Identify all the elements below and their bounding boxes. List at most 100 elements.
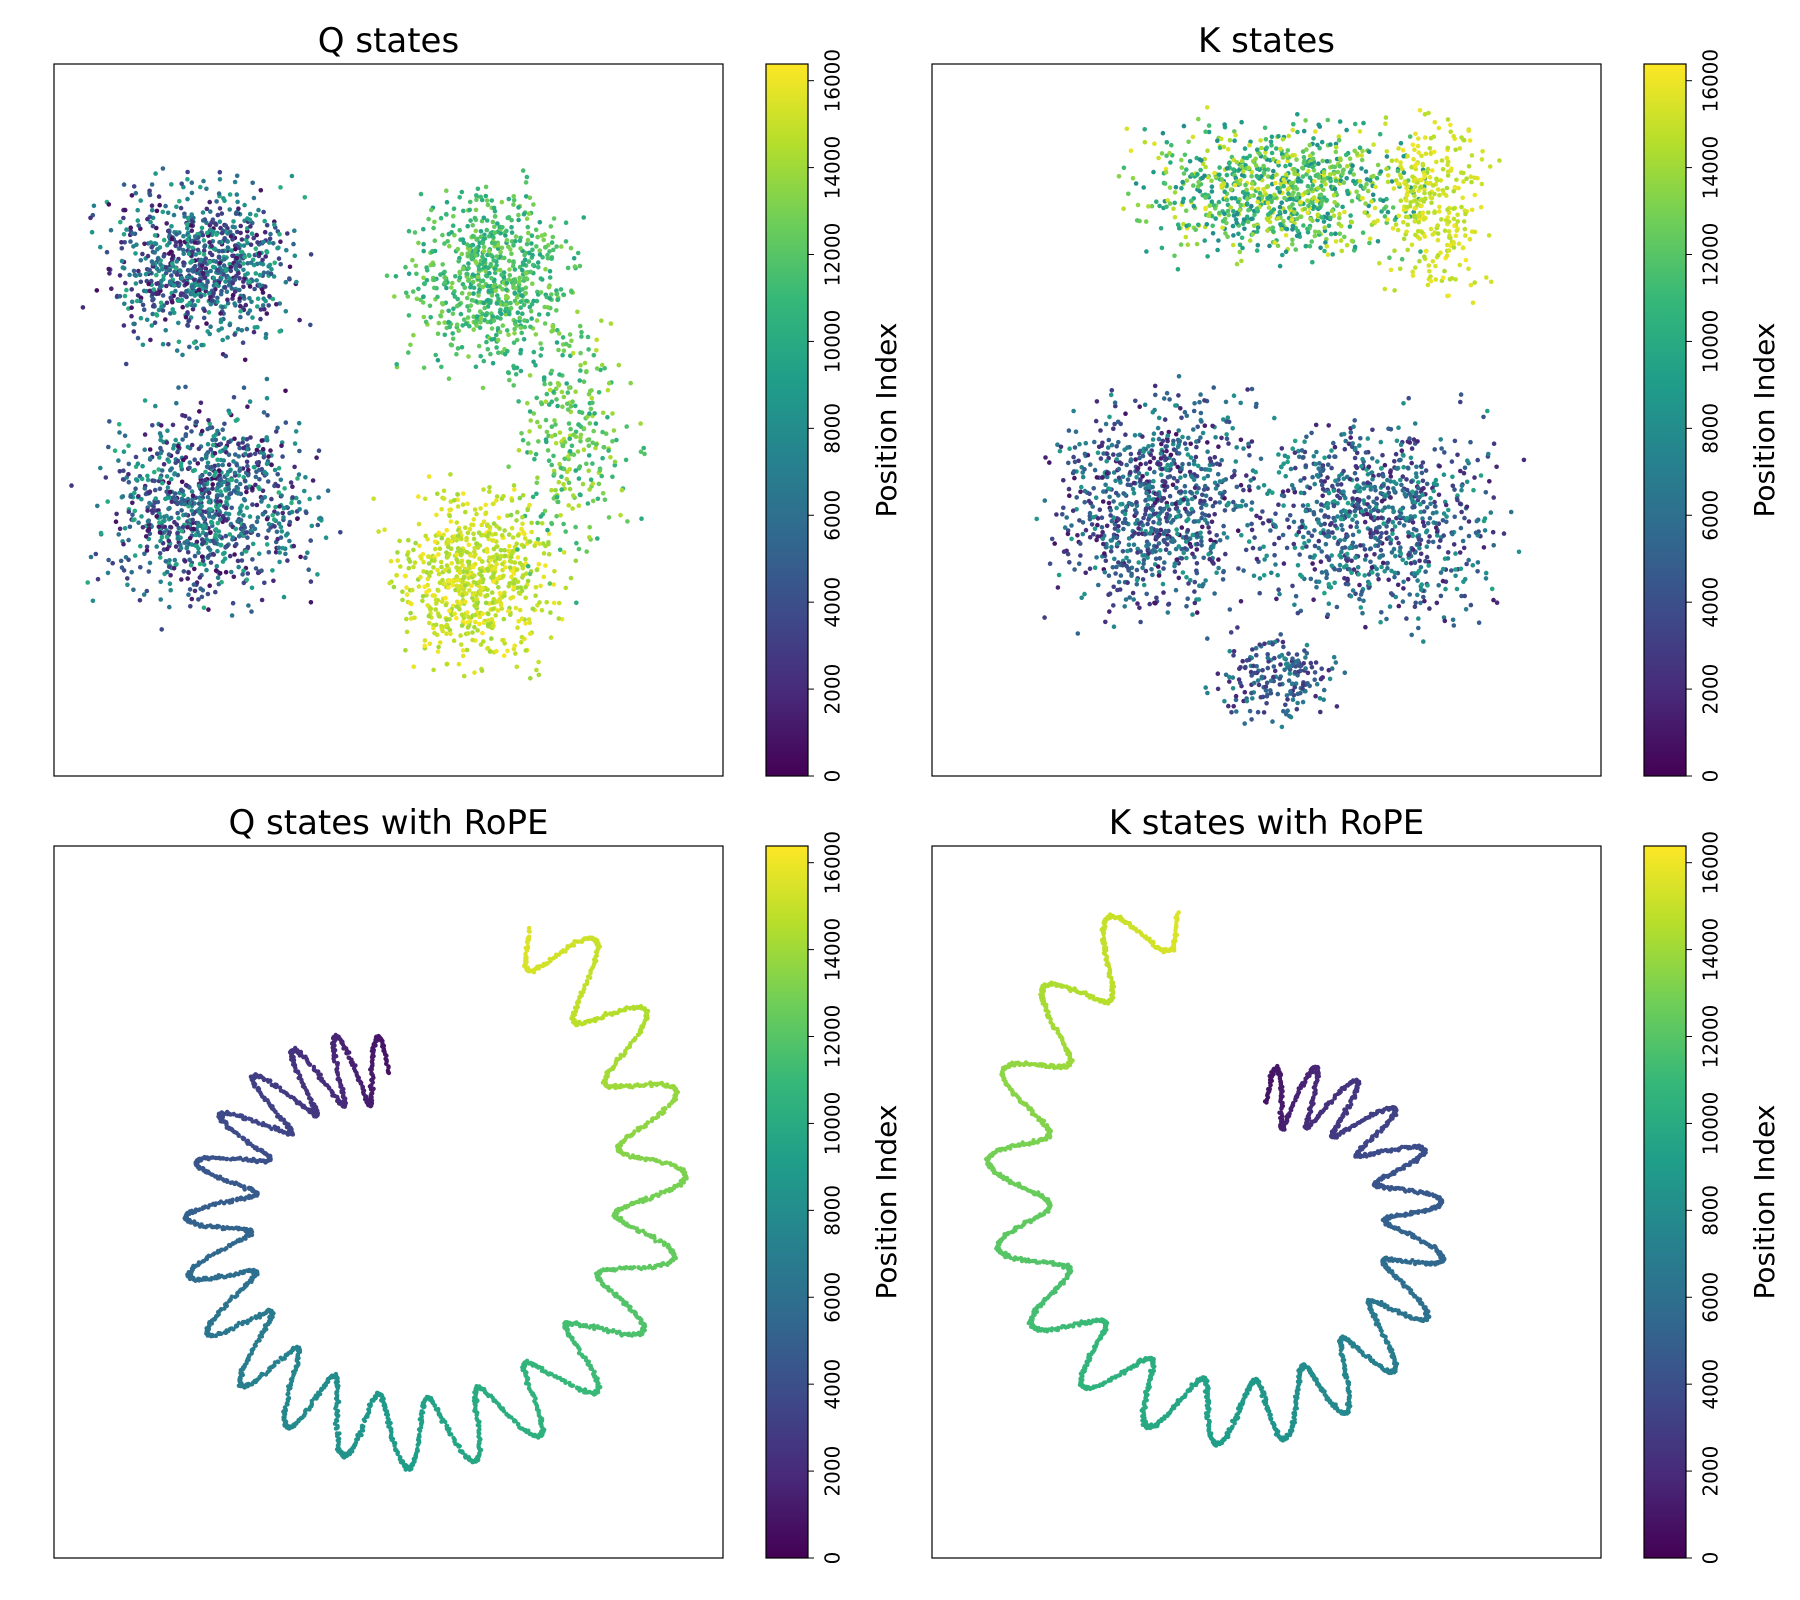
- scatter-point: [121, 215, 126, 221]
- scatter-point: [506, 215, 512, 220]
- scatter-point: [491, 538, 496, 543]
- scatter-point: [205, 441, 211, 447]
- scatter-point: [384, 273, 390, 279]
- scatter-point: [461, 317, 467, 323]
- scatter-point: [121, 541, 126, 547]
- scatter-point: [150, 261, 156, 267]
- scatter-point: [565, 401, 570, 407]
- scatter-point: [1205, 440, 1210, 445]
- scatter-point: [1469, 179, 1474, 185]
- scatter-point: [566, 503, 571, 508]
- scatter-point: [168, 295, 173, 301]
- scatter-point: [1232, 138, 1237, 143]
- scatter-point: [496, 296, 501, 302]
- scatter-point: [175, 458, 181, 464]
- scatter-point: [156, 524, 162, 530]
- scatter-point: [262, 218, 268, 224]
- scatter-point: [170, 261, 175, 267]
- scatter-point: [481, 249, 487, 254]
- scatter-point: [236, 564, 241, 570]
- scatter-point: [573, 524, 578, 530]
- scatter-point: [1337, 231, 1343, 236]
- scatter-point: [562, 456, 567, 462]
- scatter-point: [156, 467, 161, 472]
- scatter-point: [506, 196, 512, 202]
- scatter-point: [184, 545, 189, 551]
- scatter-point: [479, 522, 485, 528]
- scatter-point: [497, 599, 503, 604]
- scatter-point: [231, 395, 237, 400]
- scatter-point: [1432, 191, 1437, 197]
- scatter-point: [160, 480, 165, 486]
- scatter-point: [184, 222, 190, 227]
- scatter-point: [512, 267, 518, 272]
- scatter-point: [1244, 201, 1250, 206]
- scatter-point: [245, 544, 251, 550]
- scatter-point: [1395, 181, 1401, 186]
- scatter-point: [1282, 209, 1288, 215]
- scatter-point: [511, 383, 516, 388]
- scatter-point: [276, 545, 282, 551]
- scatter-point: [245, 463, 250, 469]
- scatter-point: [491, 501, 496, 507]
- scatter-point: [467, 247, 472, 252]
- scatter-point: [470, 272, 476, 278]
- scatter-point: [425, 576, 431, 582]
- scatter-point: [238, 303, 243, 309]
- scatter-point: [167, 240, 172, 246]
- scatter-point: [122, 240, 127, 245]
- scatter-point: [1073, 429, 1079, 435]
- scatter-point: [1310, 164, 1315, 170]
- scatter-point: [1419, 153, 1424, 159]
- scatter-point: [268, 448, 273, 453]
- scatter-point: [1459, 135, 1464, 140]
- scatter-point: [1179, 185, 1184, 191]
- scatter-point: [440, 577, 445, 583]
- scatter-point: [520, 311, 525, 317]
- scatter-point: [1316, 122, 1321, 128]
- scatter-point: [196, 287, 202, 293]
- scatter-point: [476, 293, 481, 298]
- scatter-point: [463, 321, 469, 327]
- scatter-point: [524, 174, 530, 180]
- scatter-point: [1261, 187, 1266, 192]
- scatter-point: [206, 310, 212, 315]
- scatter-point: [249, 585, 255, 591]
- scatter-point: [1249, 181, 1255, 186]
- scatter-point: [606, 515, 612, 520]
- scatter-point: [454, 520, 460, 525]
- scatter-point: [487, 485, 492, 490]
- scatter-point: [175, 443, 181, 449]
- scatter-point: [156, 194, 162, 199]
- scatter-point: [1129, 565, 1135, 571]
- scatter-point: [227, 276, 232, 281]
- scatter-point: [168, 573, 173, 578]
- scatter-point: [287, 276, 292, 281]
- scatter-point: [501, 653, 507, 658]
- scatter-point: [1208, 537, 1213, 543]
- scatter-point: [130, 500, 135, 506]
- scatter-point: [154, 225, 159, 231]
- scatter-point: [414, 296, 420, 302]
- scatter-point: [1171, 206, 1176, 211]
- scatter-point: [154, 544, 159, 549]
- scatter-point: [256, 443, 261, 449]
- scatter-point: [289, 500, 294, 506]
- scatter-point: [250, 180, 255, 186]
- scatter-point: [519, 293, 524, 298]
- scatter-point: [264, 311, 270, 316]
- scatter-point: [1224, 172, 1230, 178]
- scatter-point: [136, 494, 141, 499]
- scatter-point: [1317, 145, 1322, 151]
- scatter-point: [264, 376, 270, 382]
- scatter-point: [179, 508, 184, 513]
- scatter-point: [235, 558, 241, 564]
- scatter-point: [148, 456, 153, 461]
- scatter-point: [251, 235, 256, 241]
- scatter-point: [147, 288, 152, 294]
- scatter-point: [413, 540, 418, 546]
- scatter-point: [444, 622, 450, 628]
- scatter-point: [302, 488, 307, 494]
- scatter-point: [187, 535, 193, 541]
- scatter-point: [1426, 181, 1431, 186]
